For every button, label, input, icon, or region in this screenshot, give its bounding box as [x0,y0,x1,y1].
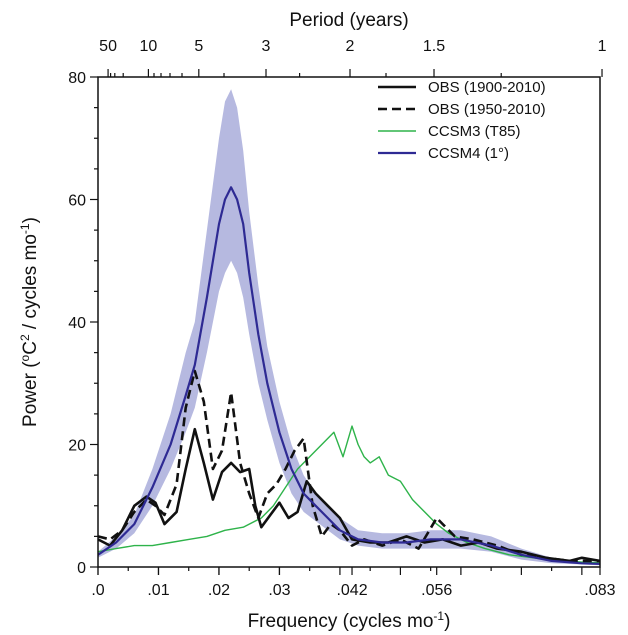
x-tick-label: .042 [336,582,367,599]
y-tick-label: 40 [68,315,86,332]
legend: OBS (1900-2010) OBS (1950-2010) CCSM3 (T85… [378,79,546,162]
y-axis-title-end: ) [20,217,41,223]
x-axis-title-main: Frequency (cycles mo [248,611,434,632]
obs-1900-2010-line [97,427,601,563]
y-axis-ticks: 0 20 40 60 80 [68,70,98,577]
x-axis-title: Frequency (cycles mo-1) [248,609,451,632]
x-tick-label: .03 [268,582,290,599]
legend-obs-1950-2010-label: OBS (1950-2010) [428,101,546,118]
x-tick-label: .02 [208,582,230,599]
obs-1950-2010-line [97,369,600,563]
top-tick-label: 10 [140,38,158,55]
ccsm4-line [97,186,601,565]
y-axis-title-mid: / cycles mo [20,234,41,334]
y-tick-label: 20 [68,438,86,455]
y-tick-label: 80 [68,70,86,87]
x-tick-label: .056 [421,582,452,599]
top-tick-label: 2 [346,38,355,55]
y-axis-title-sup: -1 [18,223,32,234]
x-tick-label: .01 [147,582,169,599]
x-tick-label: .0 [91,582,104,599]
x-tick-label: .083 [584,582,615,599]
top-axis-title: Period (years) [289,10,408,31]
x-axis-title-sup: -1 [433,609,444,623]
y-axis-title-sq: 2 [18,334,32,341]
top-tick-label: 1 [598,38,607,55]
top-tick-label: 5 [194,38,203,55]
x-axis-ticks: .0 .01 .02 .03 .042 .056 .083 [91,567,616,599]
top-tick-label: 50 [99,38,117,55]
y-tick-label: 60 [68,193,86,210]
y-axis-title: Power (oC2 / cycles mo-1) [18,217,41,427]
series-lines [97,186,601,565]
y-tick-label: 0 [77,560,86,577]
y-axis-title-main: Power ( [20,361,41,427]
x-axis-title-end: ) [444,611,450,632]
legend-obs-1900-2010-label: OBS (1900-2010) [428,79,546,96]
top-tick-label: 1.5 [423,38,445,55]
legend-ccsm4-label: CCSM4 (1°) [428,145,509,162]
y-axis-title-c: C [20,341,41,355]
y-axis-title-deg: o [18,354,32,361]
legend-ccsm3-t85-label: CCSM3 (T85) [428,123,521,140]
top-axis-ticks: 50 10 5 3 2 1.5 1 [99,38,607,77]
top-tick-label: 3 [262,38,271,55]
